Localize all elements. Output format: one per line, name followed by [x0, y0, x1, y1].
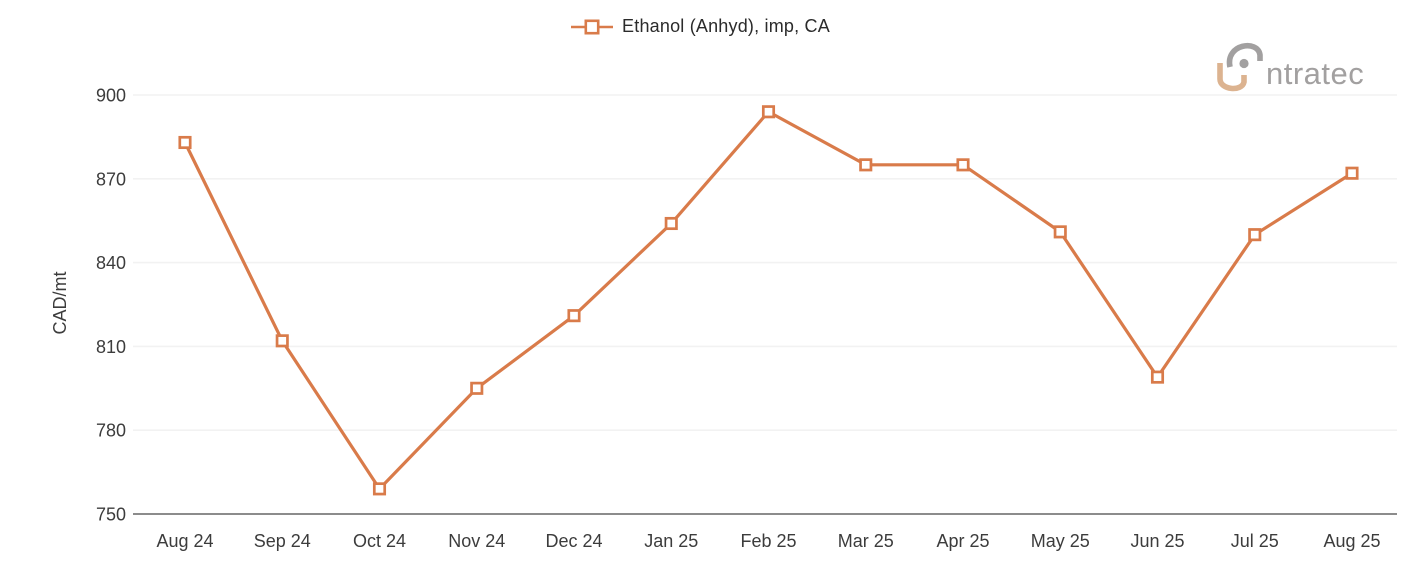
- data-point-marker[interactable]: [275, 334, 289, 348]
- data-point-marker[interactable]: [1248, 228, 1262, 242]
- data-point-marker[interactable]: [761, 105, 776, 119]
- x-tick-label: Jan 25: [644, 531, 698, 551]
- x-tick-label: Mar 25: [838, 531, 894, 551]
- data-point-marker[interactable]: [178, 135, 192, 150]
- data-point-marker[interactable]: [1345, 166, 1359, 180]
- data-point-marker[interactable]: [859, 158, 873, 172]
- series-line: [183, 109, 1353, 492]
- data-point-marker[interactable]: [470, 381, 484, 395]
- x-tick-label: Aug 25: [1323, 531, 1380, 551]
- y-tick-label: 780: [96, 421, 126, 441]
- x-tick-label: Jun 25: [1130, 531, 1184, 551]
- data-point-marker[interactable]: [956, 158, 970, 172]
- intratec-logo: ntratec: [1211, 36, 1371, 94]
- data-point-marker[interactable]: [567, 309, 581, 323]
- y-tick-label: 750: [96, 505, 126, 525]
- x-tick-label: May 25: [1031, 531, 1090, 551]
- legend-label: Ethanol (Anhyd), imp, CA: [622, 16, 830, 36]
- legend-marker-icon: [571, 18, 614, 34]
- legend-item-ethanol[interactable]: Ethanol (Anhyd), imp, CA: [571, 16, 830, 37]
- legend: Ethanol (Anhyd), imp, CA: [0, 16, 1401, 37]
- intratec-logo-text: ntratec: [1266, 56, 1364, 91]
- x-tick-label: Apr 25: [936, 531, 989, 551]
- y-tick-label: 840: [96, 253, 126, 273]
- data-point-marker[interactable]: [1150, 370, 1165, 384]
- data-point-marker[interactable]: [664, 216, 678, 231]
- x-tick-label: Oct 24: [353, 531, 406, 551]
- y-tick-label: 810: [96, 337, 126, 357]
- x-tick-label: Sep 24: [254, 531, 311, 551]
- data-point-marker[interactable]: [372, 482, 387, 496]
- data-point-marker[interactable]: [1053, 225, 1067, 239]
- intratec-logo-mark-icon: ntratec: [1217, 43, 1364, 92]
- x-tick-label: Aug 24: [156, 531, 213, 551]
- y-tick-label: 870: [96, 169, 126, 189]
- y-axis-title: CAD/mt: [50, 272, 70, 335]
- y-tick-label: 900: [96, 86, 126, 106]
- x-tick-label: Dec 24: [545, 531, 602, 551]
- x-tick-label: Feb 25: [740, 531, 796, 551]
- x-tick-label: Jul 25: [1231, 531, 1279, 551]
- x-tick-label: Nov 24: [448, 531, 505, 551]
